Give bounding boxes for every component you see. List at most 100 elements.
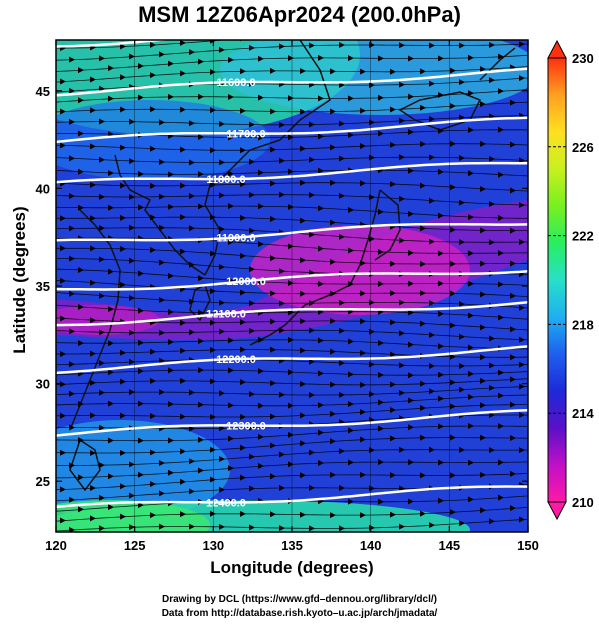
- wind-arrow: [270, 67, 276, 74]
- wind-arrow: [180, 214, 186, 221]
- wind-arrow: [438, 127, 444, 134]
- wind-arrow: [279, 451, 285, 458]
- wind-arrow: [459, 79, 465, 86]
- y-axis-ticks: 25 30 35 40 45: [36, 84, 528, 489]
- wind-arrow: [180, 319, 186, 326]
- wind-arrow: [390, 106, 396, 113]
- wind-arrow: [99, 55, 105, 62]
- wind-arrow: [288, 402, 294, 409]
- wind-arrow: [489, 412, 495, 419]
- wind-arrow: [510, 187, 516, 194]
- wind-arrow: [480, 30, 486, 36]
- wind-arrow: [168, 469, 174, 476]
- y-tick-label: 25: [36, 474, 50, 489]
- wind-arrow: [480, 471, 486, 478]
- wind-arrow: [198, 467, 204, 474]
- wind-arrow: [180, 248, 186, 255]
- wind-arrow: [330, 144, 336, 151]
- colorbar-label: 210: [572, 495, 594, 510]
- wind-arrow: [240, 379, 246, 386]
- wind-arrow: [60, 215, 66, 222]
- wind-arrow: [108, 340, 114, 347]
- wind-arrow: [78, 130, 84, 137]
- wind-arrow: [420, 141, 426, 148]
- x-tick-label: 135: [281, 538, 303, 553]
- wind-arrow: [189, 49, 195, 56]
- wind-arrow: [198, 133, 204, 140]
- wind-arrow: [360, 260, 366, 267]
- wind-arrow: [198, 401, 204, 408]
- wind-arrow: [240, 68, 246, 75]
- wind-arrow: [480, 101, 486, 108]
- wind-arrow: [120, 144, 126, 151]
- wind-arrow: [99, 225, 105, 232]
- wind-arrow: [249, 485, 255, 492]
- wind-arrow: [300, 257, 306, 264]
- wind-arrow: [228, 465, 234, 472]
- wind-arrow: [339, 525, 345, 532]
- wind-arrow: [300, 179, 306, 186]
- wind-arrow: [480, 227, 486, 234]
- wind-arrow: [129, 461, 135, 468]
- wind-arrow: [150, 481, 156, 488]
- wind-arrow: [210, 476, 216, 483]
- wind-arrow: [90, 485, 96, 492]
- wind-arrow: [429, 362, 435, 369]
- wind-arrow: [390, 472, 396, 479]
- wind-arrow: [108, 268, 114, 275]
- wind-arrow: [249, 44, 255, 51]
- wind-arrow: [150, 214, 156, 221]
- wind-arrow: [318, 460, 324, 467]
- wind-arrow: [288, 95, 294, 102]
- wind-arrow: [468, 250, 474, 257]
- wind-arrow: [429, 116, 435, 123]
- wind-arrow: [279, 525, 285, 532]
- wind-arrow: [210, 319, 216, 326]
- wind-arrow: [429, 522, 435, 529]
- wind-arrow: [450, 260, 456, 267]
- wind-arrow: [78, 168, 84, 175]
- wind-arrow: [459, 154, 465, 161]
- contour-label: 11500.0: [206, 29, 245, 41]
- wind-arrow: [450, 472, 456, 479]
- wind-arrow: [288, 243, 294, 250]
- wind-arrow: [498, 281, 504, 288]
- contour-label: 12300.0: [226, 421, 266, 433]
- wind-arrow: [378, 459, 384, 466]
- wind-arrow: [150, 41, 156, 48]
- wind-arrow: [180, 70, 186, 77]
- wind-arrow: [198, 171, 204, 178]
- wind-arrow: [219, 121, 225, 128]
- wind-arrow: [279, 191, 285, 198]
- colorbar-min-triangle: [547, 501, 567, 521]
- wind-arrow: [228, 170, 234, 177]
- wind-arrow: [228, 94, 234, 101]
- streamlines: [56, 30, 528, 532]
- wind-arrow: [138, 94, 144, 101]
- wind-arrow: [309, 156, 315, 163]
- wind-arrow: [120, 412, 126, 419]
- wind-arrow: [219, 390, 225, 397]
- wind-arrow: [489, 156, 495, 163]
- wind-arrow: [330, 317, 336, 324]
- colorbar-max-triangle: [547, 39, 567, 59]
- wind-arrow: [438, 55, 444, 62]
- wind-arrow: [438, 343, 444, 350]
- wind-arrow: [318, 429, 324, 436]
- wind-arrow: [138, 270, 144, 277]
- wind-arrow: [429, 300, 435, 307]
- wind-arrow: [159, 224, 165, 231]
- wind-arrow: [348, 132, 354, 139]
- wind-arrow: [198, 58, 204, 65]
- wind-arrow: [450, 434, 456, 441]
- wind-arrow: [339, 360, 345, 367]
- wind-arrow: [330, 68, 336, 75]
- wind-arrow: [300, 290, 306, 297]
- wind-arrow: [480, 66, 486, 73]
- wind-arrow: [150, 512, 156, 519]
- wind-arrow: [438, 250, 444, 257]
- wind-arrow: [210, 288, 216, 295]
- wind-arrow: [240, 444, 246, 451]
- wind-arrow: [510, 326, 516, 333]
- wind-arrow: [309, 191, 315, 198]
